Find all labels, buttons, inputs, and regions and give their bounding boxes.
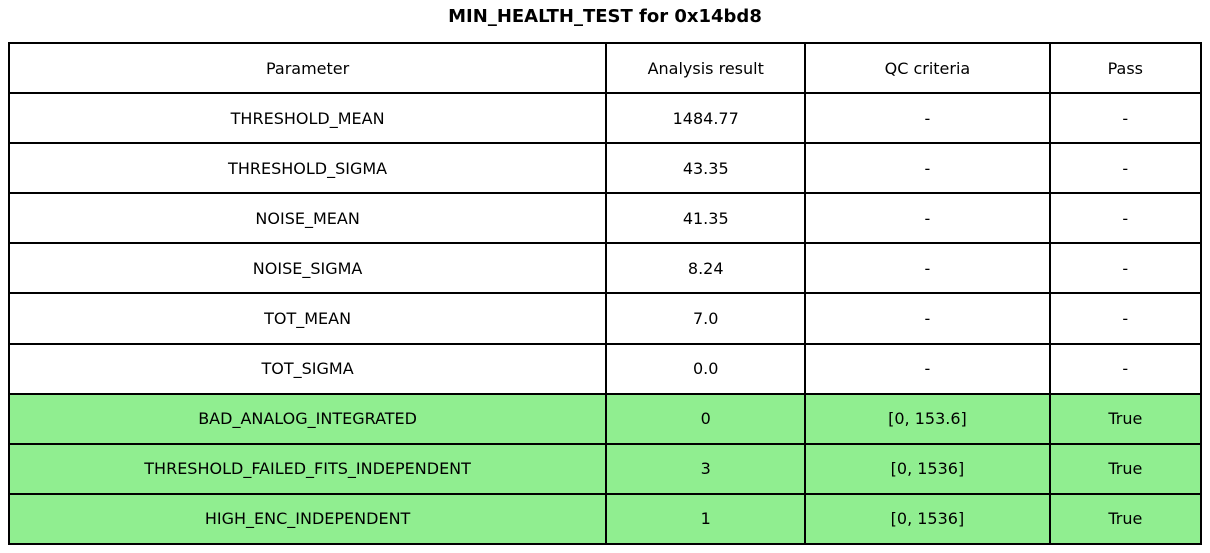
- cell-qc-criteria: -: [804, 242, 1051, 295]
- cell-qc-criteria: -: [804, 192, 1051, 245]
- cell-analysis-result: 0.0: [605, 342, 807, 395]
- cell-analysis-result: 1484.77: [605, 91, 807, 145]
- cell-qc-criteria: -: [804, 292, 1051, 345]
- table-row: THRESHOLD_MEAN 1484.77 - -: [7, 91, 1203, 145]
- cell-pass: -: [1048, 142, 1203, 195]
- cell-qc-criteria: -: [804, 142, 1051, 195]
- cell-pass: -: [1048, 242, 1203, 295]
- cell-parameter: NOISE_SIGMA: [7, 242, 608, 295]
- cell-pass: True: [1048, 442, 1203, 495]
- cell-parameter: NOISE_MEAN: [7, 192, 608, 245]
- cell-pass: -: [1048, 91, 1203, 145]
- table-row: THRESHOLD_SIGMA 43.35 - -: [7, 142, 1203, 195]
- cell-parameter: THRESHOLD_MEAN: [7, 91, 608, 145]
- cell-parameter: BAD_ANALOG_INTEGRATED: [7, 392, 608, 445]
- table-row-highlighted: HIGH_ENC_INDEPENDENT 1 [0, 1536] True: [7, 492, 1203, 546]
- cell-parameter: THRESHOLD_FAILED_FITS_INDEPENDENT: [7, 442, 608, 495]
- cell-pass: -: [1048, 192, 1203, 245]
- cell-parameter: TOT_MEAN: [7, 292, 608, 345]
- column-header-analysis-result: Analysis result: [605, 42, 807, 94]
- cell-analysis-result: 1: [605, 492, 807, 546]
- table-row-highlighted: BAD_ANALOG_INTEGRATED 0 [0, 153.6] True: [7, 392, 1203, 445]
- cell-analysis-result: 41.35: [605, 192, 807, 245]
- cell-analysis-result: 3: [605, 442, 807, 495]
- table-row-highlighted: THRESHOLD_FAILED_FITS_INDEPENDENT 3 [0, …: [7, 442, 1203, 495]
- table-row: TOT_MEAN 7.0 - -: [7, 292, 1203, 345]
- table-row: NOISE_SIGMA 8.24 - -: [7, 242, 1203, 295]
- cell-qc-criteria: [0, 153.6]: [804, 392, 1051, 445]
- cell-analysis-result: 43.35: [605, 142, 807, 195]
- cell-analysis-result: 7.0: [605, 292, 807, 345]
- cell-parameter: TOT_SIGMA: [7, 342, 608, 395]
- cell-parameter: THRESHOLD_SIGMA: [7, 142, 608, 195]
- health-test-table-container: Parameter Analysis result QC criteria Pa…: [7, 42, 1203, 546]
- cell-analysis-result: 8.24: [605, 242, 807, 295]
- cell-qc-criteria: [0, 1536]: [804, 442, 1051, 495]
- cell-pass: -: [1048, 342, 1203, 395]
- cell-parameter: HIGH_ENC_INDEPENDENT: [7, 492, 608, 546]
- cell-qc-criteria: -: [804, 91, 1051, 145]
- health-test-table: Parameter Analysis result QC criteria Pa…: [7, 42, 1203, 546]
- table-row: TOT_SIGMA 0.0 - -: [7, 342, 1203, 395]
- cell-qc-criteria: -: [804, 342, 1051, 395]
- cell-qc-criteria: [0, 1536]: [804, 492, 1051, 546]
- column-header-qc-criteria: QC criteria: [804, 42, 1051, 94]
- table-row: NOISE_MEAN 41.35 - -: [7, 192, 1203, 245]
- cell-analysis-result: 0: [605, 392, 807, 445]
- cell-pass: True: [1048, 492, 1203, 546]
- page-title: MIN_HEALTH_TEST for 0x14bd8: [448, 6, 762, 27]
- column-header-pass: Pass: [1048, 42, 1203, 94]
- cell-pass: True: [1048, 392, 1203, 445]
- header-row: Parameter Analysis result QC criteria Pa…: [7, 42, 1203, 94]
- cell-pass: -: [1048, 292, 1203, 345]
- column-header-parameter: Parameter: [7, 42, 608, 94]
